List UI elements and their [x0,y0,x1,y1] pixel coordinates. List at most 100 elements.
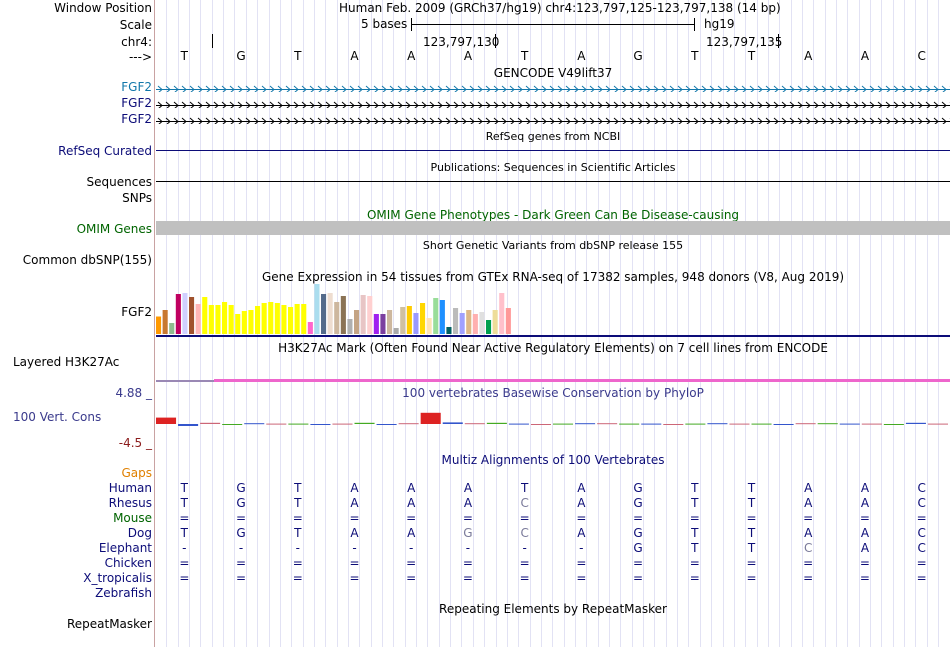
gtex-tissue-bar[interactable] [274,303,280,334]
gtex-tissue-bar[interactable] [208,305,214,334]
gtex-tissue-bar[interactable] [294,304,300,334]
publications-sequence-line[interactable] [156,181,950,182]
species-label[interactable]: X_tropicalis [83,571,152,585]
species-label[interactable]: Rhesus [108,496,152,510]
gtex-tissue-bar[interactable] [321,294,327,334]
gtex-tissue-bar[interactable] [492,310,498,334]
gtex-tissue-bar[interactable] [393,328,399,334]
gtex-tissue-bar[interactable] [314,284,320,334]
gtex-tissue-bar[interactable] [169,323,175,334]
gtex-tissue-bar[interactable] [235,314,241,334]
gtex-tissue-bar[interactable] [433,298,439,334]
gtex-tissue-bar[interactable] [195,304,201,334]
gtex-tissue-bar[interactable] [334,302,340,334]
gtex-tissue-bar[interactable] [241,311,247,334]
gtex-tissue-bar[interactable] [486,320,492,334]
gtex-tissue-bar[interactable] [156,316,162,335]
gtex-tissue-bar[interactable] [505,308,511,334]
aligned-base: T [180,481,189,495]
gtex-tissue-bar[interactable] [459,313,465,334]
label-omim[interactable]: OMIM Genes [76,222,152,236]
gencode-gene-label-1[interactable]: FGF2 [121,80,152,94]
label-refseq[interactable]: RefSeq Curated [58,144,152,158]
gtex-tissue-bar[interactable] [367,296,373,334]
gtex-tissue-bar[interactable] [281,305,287,334]
phylop-conservation-plot[interactable] [156,400,950,445]
phylop-score-bar [442,422,463,424]
gtex-tissue-bar[interactable] [268,302,274,334]
gtex-expression-chart[interactable] [156,284,950,336]
gtex-tissue-bar[interactable] [380,314,386,334]
gtex-tissue-bar[interactable] [453,308,459,334]
gtex-tissue-bar[interactable] [360,295,366,334]
phylop-score-bar [464,423,485,425]
species-label[interactable]: Human [108,481,152,495]
phylop-score-bar [597,423,618,425]
aligned-base: A [463,481,473,495]
gridline [904,0,906,647]
gtex-tissue-bar[interactable] [354,310,360,334]
gtex-tissue-bar[interactable] [255,306,261,334]
gtex-gene-label[interactable]: FGF2 [121,305,152,319]
gtex-tissue-bar[interactable] [400,307,406,334]
gtex-tissue-bar[interactable] [288,307,294,334]
aligned-base: = [519,511,530,525]
label-h3k27ac[interactable]: Layered H3K27Ac [13,355,120,369]
gtex-tissue-bar[interactable] [189,297,195,334]
gtex-tissue-bar[interactable] [202,297,208,334]
label-dbsnp[interactable]: Common dbSNP(155) [22,253,152,267]
gtex-tissue-bar[interactable] [420,303,426,334]
gtex-tissue-bar[interactable] [327,293,333,334]
aligned-base: G [236,526,246,540]
gtex-tissue-bar[interactable] [182,293,188,334]
gtex-tissue-bar[interactable] [261,303,267,334]
gencode-transcript-2[interactable] [156,99,950,108]
label-snps[interactable]: SNPs [122,191,152,205]
phylop-score-bar [178,424,199,426]
gtex-tissue-bar[interactable] [466,310,472,334]
gtex-tissue-bar[interactable] [228,305,234,334]
aligned-base: = [633,556,644,570]
gtex-tissue-bar[interactable] [215,305,221,334]
gtex-tissue-bar[interactable] [472,314,478,334]
label-phylop[interactable]: 100 Vert. Cons [13,410,102,424]
gridline [654,0,656,647]
aligned-base: A [577,496,586,510]
gtex-tissue-bar[interactable] [426,318,432,334]
gtex-tissue-bar[interactable] [175,294,181,334]
refseq-gene-line[interactable] [156,150,950,151]
gencode-transcript-3[interactable] [156,115,950,124]
gridline [926,0,928,647]
gtex-tissue-bar[interactable] [499,293,505,334]
species-label[interactable]: Mouse [113,511,152,525]
gtex-tissue-bar[interactable] [406,306,412,334]
label-sequences[interactable]: Sequences [86,175,152,189]
tick-mark [212,34,213,48]
label-gaps[interactable]: Gaps [121,466,152,480]
assembly-position-readout[interactable]: Human Feb. 2009 (GRCh37/hg19) chr4:123,7… [339,1,781,15]
gtex-tissue-bar[interactable] [446,327,452,334]
assembly-db: hg19 [704,17,735,31]
gridline [915,0,917,647]
label-repeatmasker[interactable]: RepeatMasker [66,617,152,631]
gencode-transcript-1[interactable] [156,83,950,92]
gtex-tissue-bar[interactable] [439,300,445,334]
gtex-tissue-bar[interactable] [413,313,419,334]
species-label[interactable]: Zebrafish [95,586,152,600]
gtex-tissue-bar[interactable] [222,302,228,334]
gtex-tissue-bar[interactable] [479,312,485,334]
species-label[interactable]: Elephant [98,541,152,555]
gencode-gene-label-2[interactable]: FGF2 [121,96,152,110]
gtex-tissue-bar[interactable] [387,310,393,334]
gtex-tissue-bar[interactable] [301,304,307,334]
gtex-tissue-bar[interactable] [373,314,379,334]
species-label[interactable]: Dog [127,526,152,540]
gtex-tissue-bar[interactable] [248,310,254,334]
gtex-tissue-bar[interactable] [307,322,313,334]
gencode-gene-label-3[interactable]: FGF2 [121,112,152,126]
species-label[interactable]: Chicken [104,556,152,570]
omim-gene-bar[interactable] [156,221,950,235]
gtex-tissue-bar[interactable] [340,296,346,334]
gtex-tissue-bar[interactable] [162,310,168,334]
gtex-tissue-bar[interactable] [347,319,353,334]
